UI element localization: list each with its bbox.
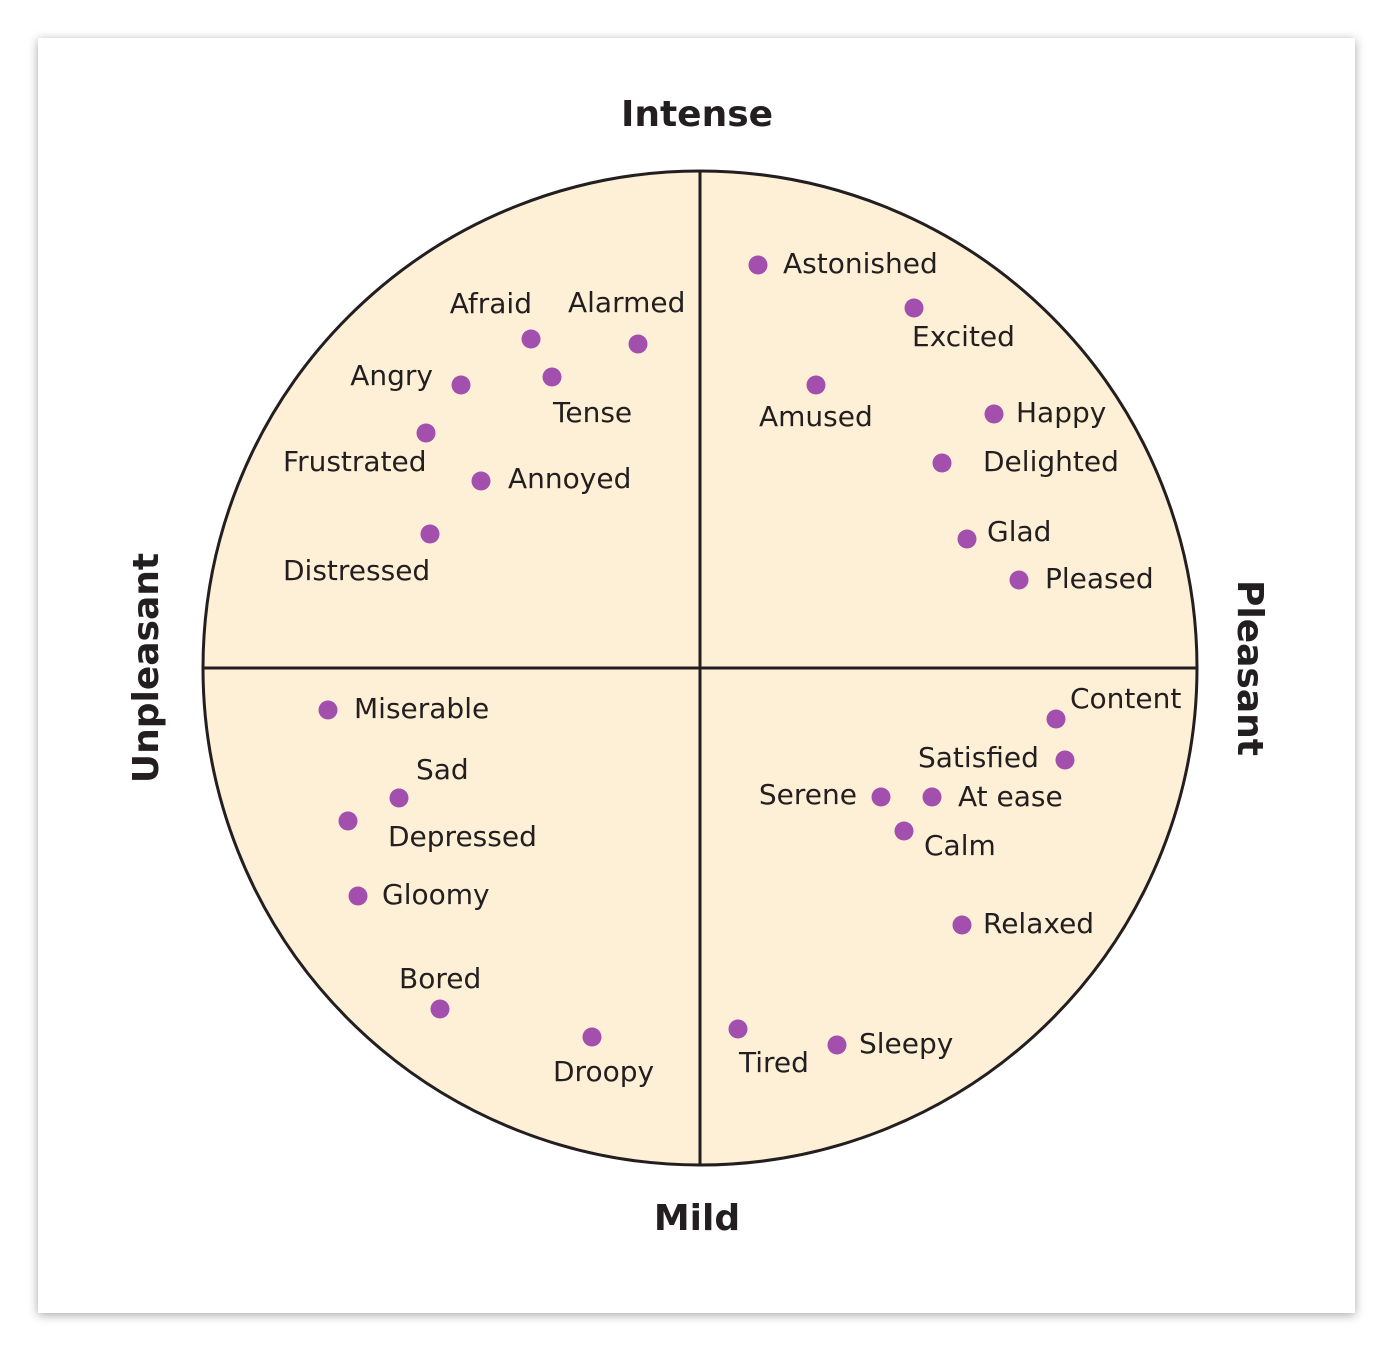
node-label: Satisfied — [918, 741, 1039, 774]
node-label: Angry — [350, 359, 433, 392]
node-dot — [521, 329, 541, 349]
node-label: Miserable — [354, 692, 489, 725]
node-dot — [542, 367, 562, 387]
axis-label: Intense — [621, 94, 773, 135]
node-dot — [430, 999, 450, 1019]
node-dot — [871, 787, 891, 807]
nodes: Astonished Excited Amused Happy Delighted Gla… — [283, 247, 1181, 1088]
node-label: Astonished — [783, 247, 938, 280]
node-label: At ease — [958, 780, 1063, 813]
node-label: Glad — [987, 515, 1051, 548]
node-dot — [420, 524, 440, 544]
node-label: Tired — [738, 1046, 809, 1079]
node-dot — [389, 788, 409, 808]
axis-label: Unpleasant — [126, 553, 167, 783]
node-dot — [318, 700, 338, 720]
node-dot — [451, 375, 471, 395]
node-dot — [1009, 570, 1029, 590]
node-dot — [582, 1027, 602, 1047]
node-dot — [806, 375, 826, 395]
node-label: Annoyed — [508, 462, 631, 495]
node-label: Sleepy — [859, 1027, 953, 1060]
node-dot — [922, 787, 942, 807]
node-dot — [952, 915, 972, 935]
node-label: Frustrated — [283, 445, 427, 478]
node-dot — [348, 886, 368, 906]
node-dot — [471, 471, 491, 491]
node-dot — [894, 821, 914, 841]
node-label: Delighted — [983, 445, 1119, 478]
node-label: Sad — [416, 753, 469, 786]
node-label: Relaxed — [983, 907, 1094, 940]
axis-label: Mild — [654, 1198, 740, 1239]
node-label: Pleased — [1045, 562, 1154, 595]
node-label: Amused — [759, 400, 873, 433]
node-label: Content — [1070, 682, 1181, 715]
node-label: Happy — [1016, 396, 1106, 429]
node-dot — [984, 404, 1004, 424]
axis-label: Pleasant — [1229, 580, 1270, 756]
node-label: Calm — [924, 829, 996, 862]
node-label: Distressed — [283, 554, 430, 587]
node-dot — [728, 1019, 748, 1039]
node-label: Gloomy — [382, 878, 490, 911]
node-label: Depressed — [388, 820, 537, 853]
node-dot — [827, 1035, 847, 1055]
node-label: Serene — [759, 778, 857, 811]
node-dot — [957, 529, 977, 549]
node-label: Excited — [912, 320, 1015, 353]
node-dot — [628, 334, 648, 354]
node-label: Bored — [399, 962, 481, 995]
node-label: Tense — [552, 396, 632, 429]
node-label: Alarmed — [568, 286, 685, 319]
node-dot — [1055, 750, 1075, 770]
node-dot — [338, 811, 358, 831]
node-label: Droopy — [553, 1055, 654, 1088]
node-dot — [932, 453, 952, 473]
node-dot — [416, 423, 436, 443]
node-dot — [1046, 709, 1066, 729]
node-label: Afraid — [450, 287, 532, 320]
node-dot — [748, 255, 768, 275]
node-dot — [904, 298, 924, 318]
